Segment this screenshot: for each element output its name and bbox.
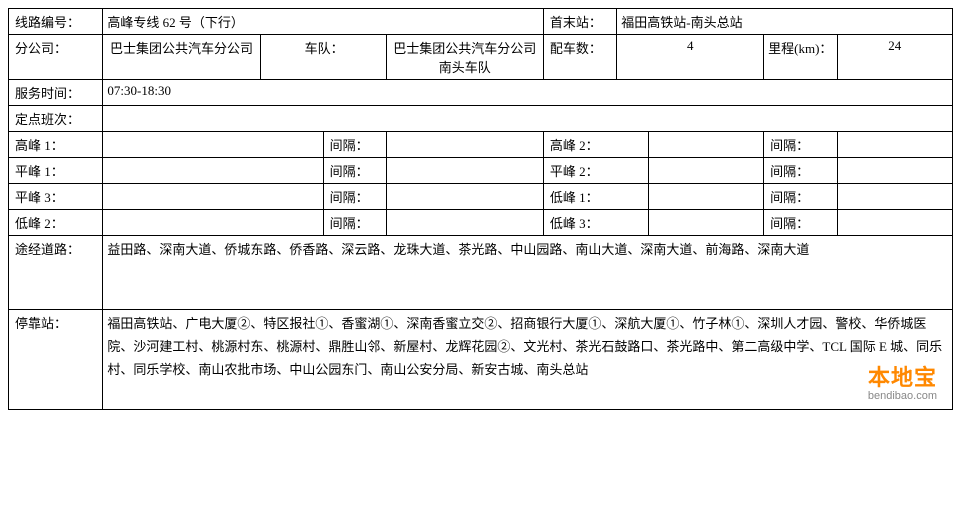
value-interval-l3	[837, 210, 953, 236]
label-peak2: 高峰 2：	[543, 132, 648, 158]
label-interval-f3: 间隔：	[323, 184, 386, 210]
label-branch: 分公司：	[9, 35, 103, 80]
label-peak1: 高峰 1：	[9, 132, 103, 158]
watermark-brand: 本地宝	[868, 366, 937, 390]
label-mileage: 里程(km)：	[764, 35, 837, 80]
value-flat1	[103, 158, 323, 184]
value-mileage: 24	[837, 35, 953, 80]
value-peak2	[648, 132, 763, 158]
label-fleet: 车队：	[260, 35, 386, 80]
label-stops: 停靠站：	[9, 310, 103, 410]
watermark: 本地宝 bendibao.com	[868, 366, 937, 402]
value-branch: 巴士集团公共汽车分公司	[103, 35, 260, 80]
bus-route-table: 线路编号： 高峰专线 62 号（下行） 首末站： 福田高铁站-南头总站 分公司：…	[8, 8, 953, 410]
value-interval-f2	[837, 158, 953, 184]
value-roads: 益田路、深南大道、侨城东路、侨香路、深云路、龙珠大道、茶光路、中山园路、南山大道…	[103, 236, 953, 310]
label-vehicles: 配车数：	[543, 35, 616, 80]
value-low1	[648, 184, 763, 210]
label-low2: 低峰 2：	[9, 210, 103, 236]
value-interval-f1	[386, 158, 543, 184]
label-flat1: 平峰 1：	[9, 158, 103, 184]
value-fleet: 巴士集团公共汽车分公司南头车队	[386, 35, 543, 80]
label-terminal: 首末站：	[543, 9, 616, 35]
label-fixed-sched: 定点班次：	[9, 106, 103, 132]
label-interval-f1: 间隔：	[323, 158, 386, 184]
label-low1: 低峰 1：	[543, 184, 648, 210]
label-interval-p1: 间隔：	[323, 132, 386, 158]
label-route-no: 线路编号：	[9, 9, 103, 35]
value-route-no: 高峰专线 62 号（下行）	[103, 9, 543, 35]
value-low2	[103, 210, 323, 236]
value-peak1	[103, 132, 323, 158]
value-flat2	[648, 158, 763, 184]
value-interval-f3	[386, 184, 543, 210]
value-interval-l1	[837, 184, 953, 210]
value-interval-p1	[386, 132, 543, 158]
value-interval-l2	[386, 210, 543, 236]
label-interval-f2: 间隔：	[764, 158, 837, 184]
label-interval-l2: 间隔：	[323, 210, 386, 236]
label-flat3: 平峰 3：	[9, 184, 103, 210]
label-flat2: 平峰 2：	[543, 158, 648, 184]
value-terminal: 福田高铁站-南头总站	[617, 9, 953, 35]
value-interval-p2	[837, 132, 953, 158]
label-interval-l1: 间隔：	[764, 184, 837, 210]
value-low3	[648, 210, 763, 236]
value-fixed-sched	[103, 106, 953, 132]
value-vehicles: 4	[617, 35, 764, 80]
value-flat3	[103, 184, 323, 210]
label-low3: 低峰 3：	[543, 210, 648, 236]
watermark-url: bendibao.com	[868, 390, 937, 402]
label-roads: 途经道路：	[9, 236, 103, 310]
value-service-time: 07:30-18:30	[103, 80, 953, 106]
label-interval-l3: 间隔：	[764, 210, 837, 236]
value-stops: 福田高铁站、广电大厦②、特区报社①、香蜜湖①、深南香蜜立交②、招商银行大厦①、深…	[103, 310, 953, 410]
label-interval-p2: 间隔：	[764, 132, 837, 158]
label-service-time: 服务时间：	[9, 80, 103, 106]
